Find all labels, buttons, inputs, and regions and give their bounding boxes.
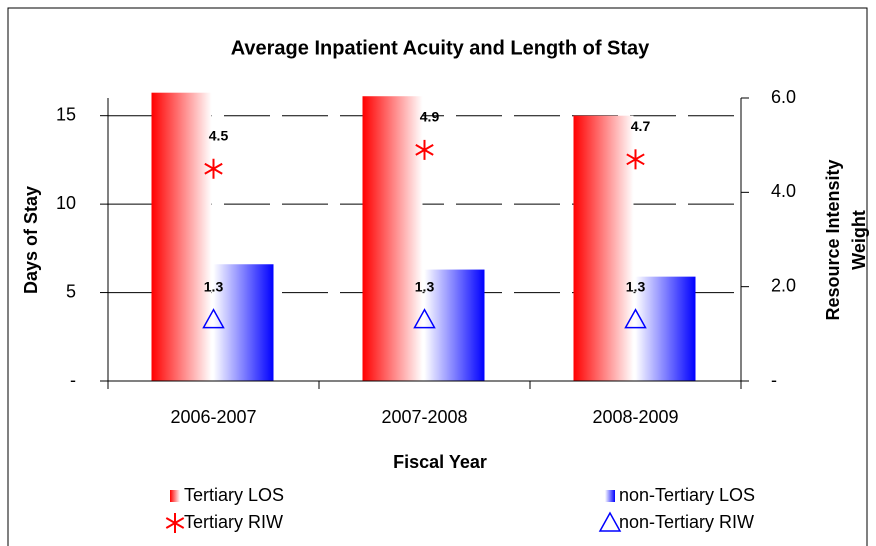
x-tick-label: 2008-2009 [592, 407, 678, 427]
bar [635, 276, 696, 381]
y-tick-label: 15 [56, 104, 76, 124]
y-tick-label: 5 [66, 281, 76, 301]
legend-swatch [605, 490, 615, 502]
x-axis-title: Fiscal Year [393, 452, 487, 472]
riw-marker [413, 308, 436, 329]
riw-marker [626, 149, 645, 170]
legend-label: non-Tertiary LOS [619, 485, 755, 505]
legend-swatch [170, 490, 180, 502]
riw-marker [202, 308, 225, 329]
legend-label: non-Tertiary RIW [619, 512, 754, 532]
bar [213, 264, 274, 381]
riw-marker [415, 139, 434, 160]
x-tick-label: 2007-2008 [381, 407, 467, 427]
y2-tick-label: 2.0 [771, 275, 796, 295]
y-tick-label: 10 [56, 193, 76, 213]
legend-label: Tertiary RIW [184, 512, 283, 532]
x-tick-label: 2006-2007 [170, 407, 256, 427]
riw-marker [624, 308, 647, 329]
bar [573, 115, 634, 381]
chart-frame [7, 7, 868, 546]
legend-swatch [165, 513, 185, 533]
legend-swatch [598, 511, 622, 532]
y2-tick-label: 6.0 [771, 87, 796, 107]
y-tick-label: - [70, 370, 76, 390]
data-label: 1.3 [626, 278, 646, 294]
y2-axis-title: Weight [849, 210, 869, 270]
data-label: 1.3 [415, 278, 435, 294]
bar [362, 96, 423, 381]
data-label: 4.9 [420, 109, 440, 125]
y2-axis-title: Resource Intensity [823, 159, 843, 320]
bar [151, 92, 212, 381]
data-label: 4.7 [631, 118, 651, 134]
riw-marker [204, 158, 223, 179]
legend-label: Tertiary LOS [184, 485, 284, 505]
y2-tick-label: - [771, 370, 777, 390]
bar [424, 269, 485, 381]
y-axis-title: Days of Stay [21, 186, 41, 294]
data-label: 1.3 [204, 278, 224, 294]
y2-tick-label: 4.0 [771, 181, 796, 201]
data-label: 4.5 [209, 127, 229, 143]
chart-title: Average Inpatient Acuity and Length of S… [231, 37, 650, 59]
